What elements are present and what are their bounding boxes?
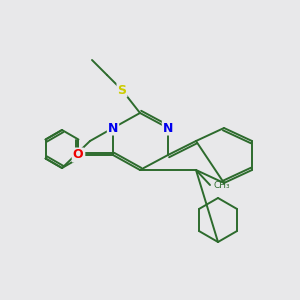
- Text: CH₃: CH₃: [214, 181, 231, 190]
- Text: O: O: [73, 148, 83, 161]
- Text: N: N: [163, 122, 173, 134]
- Text: N: N: [108, 122, 118, 134]
- Text: S: S: [118, 83, 127, 97]
